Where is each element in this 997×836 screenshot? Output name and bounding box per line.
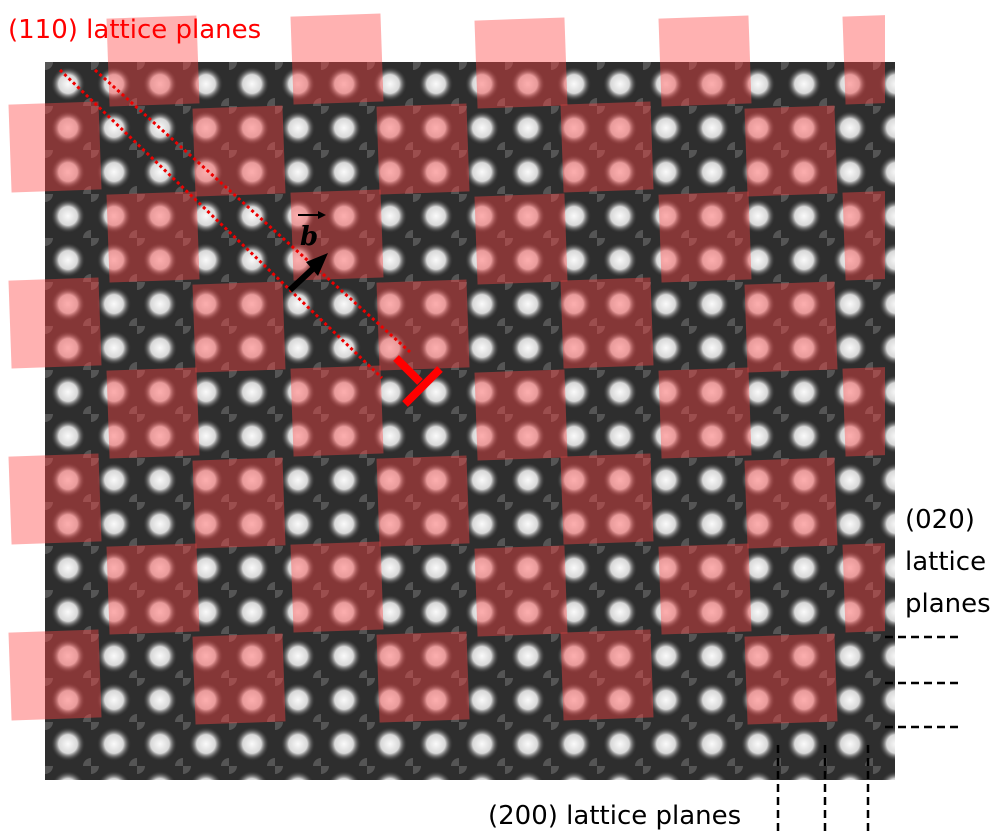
overlay-tile — [474, 193, 567, 284]
overlay-tile — [192, 281, 285, 372]
overlay-tile — [376, 103, 469, 194]
overlay-tile — [744, 281, 837, 372]
overlay-tile — [560, 101, 653, 192]
overlay-tile — [744, 633, 837, 724]
overlay-tile — [474, 545, 567, 636]
overlay-tile — [474, 369, 567, 460]
overlay-tile — [560, 277, 653, 368]
overlay-tile — [658, 15, 751, 106]
overlay-tile — [560, 629, 653, 720]
overlay-tile — [560, 453, 653, 544]
page: (110) lattice planes b (020) lattice pla… — [0, 0, 997, 836]
overlay-tile — [658, 367, 751, 458]
overlay-tile — [658, 191, 751, 282]
right-label: lattice — [905, 547, 986, 577]
overlay-tile — [8, 277, 101, 368]
overlay-tile — [744, 457, 837, 548]
overlay-tile — [106, 543, 199, 634]
overlay-tile — [192, 457, 285, 548]
overlay-tile — [106, 191, 199, 282]
overlay-tile — [376, 455, 469, 546]
overlay-tile — [474, 17, 567, 108]
overlay-tile — [290, 541, 383, 632]
overlay-tile — [192, 105, 285, 196]
right-label: (020) — [905, 505, 975, 535]
overlay-tile — [658, 543, 751, 634]
overlay-tile — [8, 453, 101, 544]
overlay-tile — [376, 631, 469, 722]
overlay-tile — [192, 633, 285, 724]
overlay-tile — [376, 279, 469, 370]
figure: (110) lattice planes b (020) lattice pla… — [0, 0, 997, 836]
overlay-tile — [8, 629, 101, 720]
overlay-tile — [744, 105, 837, 196]
overlay-tile — [290, 365, 383, 456]
overlay-tile — [8, 101, 101, 192]
bottom-label: (200) lattice planes — [488, 801, 741, 831]
overlay-tile — [106, 367, 199, 458]
overlay-tile — [290, 13, 383, 104]
right-label: planes — [905, 589, 991, 619]
top-label: (110) lattice planes — [8, 15, 261, 45]
burgers-label: b — [300, 222, 318, 252]
